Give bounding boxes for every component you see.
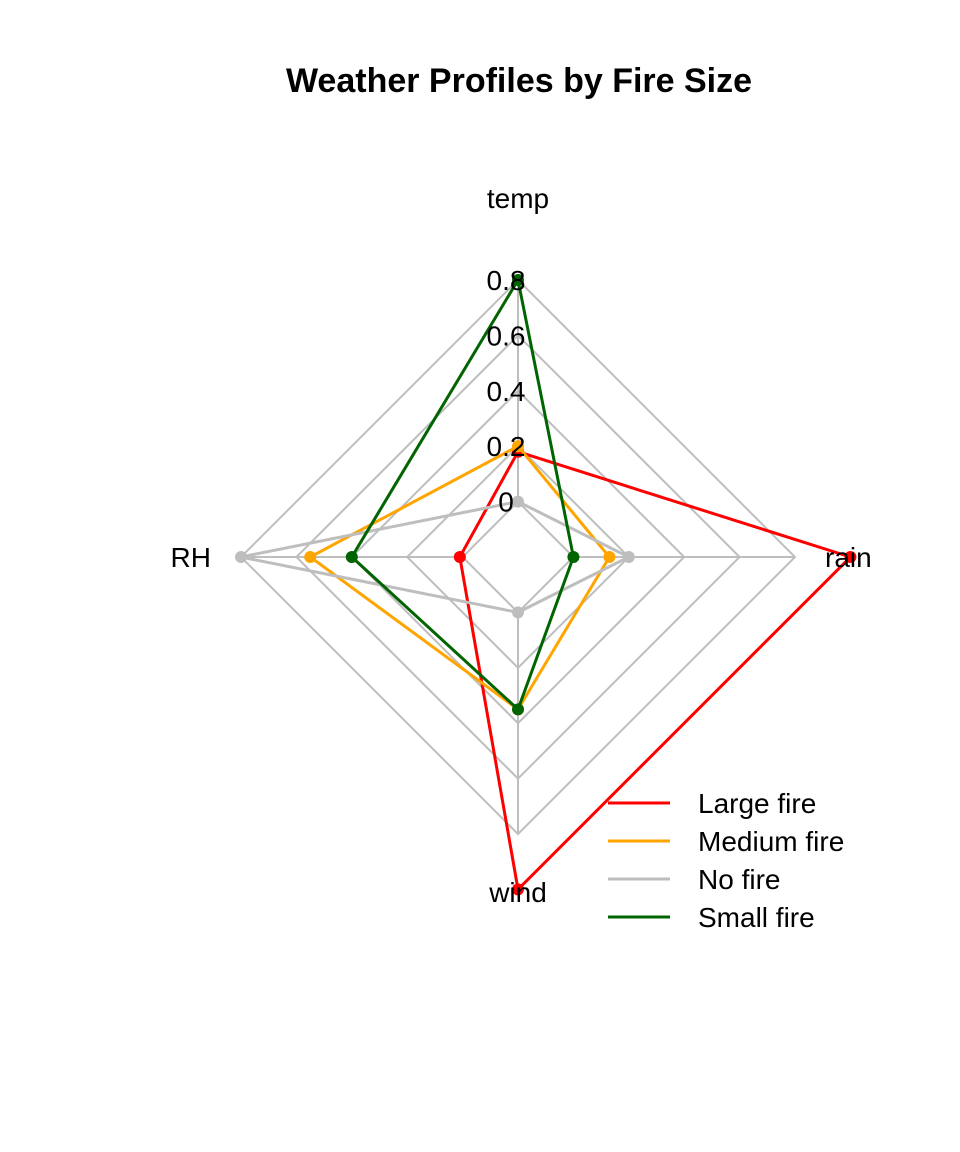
series-2 [235,495,635,619]
series-layer [235,274,857,896]
series-point-2-0 [512,495,524,508]
tick-label-3: 0.6 [487,320,526,351]
legend-label-1: Medium fire [698,826,844,857]
series-point-3-1 [567,551,580,563]
tick-label-2: 0.4 [487,376,526,407]
chart-title: Weather Profiles by Fire Size [286,62,752,100]
axis-label-wind: wind [488,877,547,908]
series-point-1-0 [512,440,524,453]
axis-label-temp: temp [487,183,549,214]
series-point-0-3 [453,551,466,563]
axis-label-RH: RH [171,542,211,573]
tick-labels: 0 0.2 0.4 0.6 0.8 [487,265,526,518]
legend-label-3: Small fire [698,902,815,933]
series-point-1-1 [603,551,616,563]
tick-label-0: 0 [498,487,514,518]
series-0 [453,445,857,896]
legend: Large fire Medium fire No fire Small fire [608,788,844,933]
axis-label-rain: rain [825,542,872,573]
series-point-2-1 [622,551,635,563]
axis-labels: temp rain wind RH [171,183,872,908]
grid-ring-0 [461,500,575,614]
grid [239,278,797,836]
tick-label-4: 0.8 [487,265,526,296]
series-point-1-3 [304,551,317,563]
series-point-2-2 [512,606,524,619]
series-point-0-2 [512,883,524,896]
series-point-3-0 [512,274,524,286]
series-3 [345,274,580,716]
legend-label-2: No fire [698,864,780,895]
series-point-3-2 [512,703,524,716]
series-point-0-1 [844,551,857,563]
legend-label-0: Large fire [698,788,816,819]
series-point-3-3 [345,551,358,563]
tick-label-1: 0.2 [487,431,526,462]
series-point-2-3 [235,551,247,563]
